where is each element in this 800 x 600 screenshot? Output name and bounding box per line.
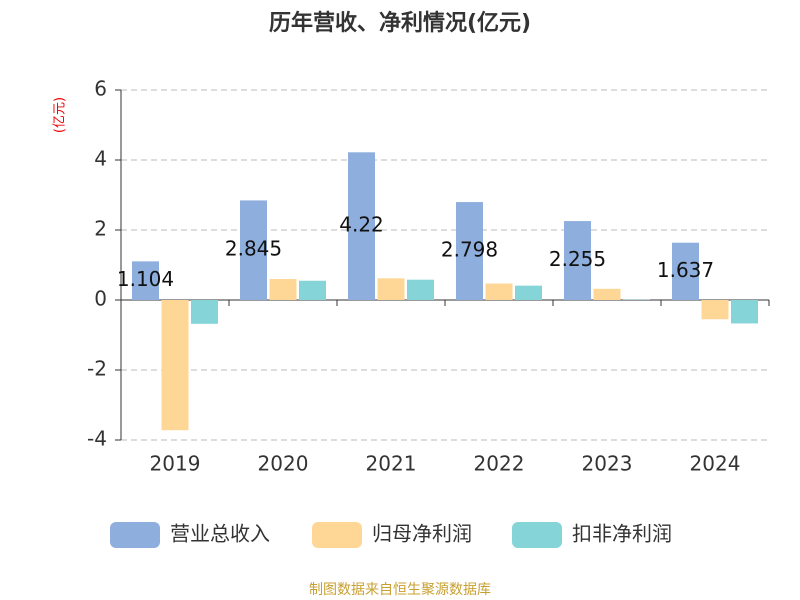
bar: [269, 279, 297, 300]
bar: [161, 300, 189, 431]
bar: [132, 261, 159, 300]
x-tick-label: 2023: [582, 452, 633, 476]
y-tick-label: 6: [94, 77, 107, 101]
source-note: 制图数据来自恒生聚源数据库: [309, 582, 491, 598]
bar: [672, 242, 699, 300]
legend-label: 扣非净利润: [572, 522, 672, 546]
x-tick-label: 2022: [474, 452, 525, 476]
legend-swatch: [512, 522, 562, 548]
data-label: 1.637: [657, 258, 714, 282]
y-tick-label: -2: [87, 357, 107, 381]
bar: [407, 279, 434, 300]
bar: [485, 283, 513, 300]
y-tick-label: 4: [94, 147, 107, 171]
data-label: 4.22: [339, 213, 384, 237]
x-tick-label: 2021: [366, 452, 417, 476]
y-tick-label: 2: [94, 217, 107, 241]
bar: [377, 278, 405, 300]
y-tick-label: 0: [94, 287, 107, 311]
x-tick-label: 2019: [150, 452, 201, 476]
bar: [191, 300, 218, 324]
bar: [731, 300, 758, 324]
x-tick-label: 2020: [258, 452, 309, 476]
data-label: 2.845: [225, 237, 282, 261]
bar: [515, 285, 542, 300]
data-label: 1.104: [117, 267, 174, 291]
bar: [564, 221, 591, 300]
bar: [299, 280, 326, 300]
bar: [348, 152, 375, 300]
bar: [593, 288, 621, 300]
data-label: 2.255: [549, 247, 606, 271]
bar: [456, 202, 483, 300]
legend-label: 归母净利润: [372, 522, 472, 546]
legend-swatch: [312, 522, 362, 548]
y-tick-label: -4: [87, 427, 107, 451]
bar: [240, 200, 267, 300]
chart-title: 历年营收、净利情况(亿元): [269, 10, 531, 36]
data-label: 2.798: [441, 238, 498, 262]
legend-label: 营业总收入: [170, 522, 270, 546]
legend-swatch: [110, 522, 160, 548]
x-tick-label: 2024: [690, 452, 741, 476]
bar: [701, 300, 729, 320]
y-axis-label: (亿元): [53, 97, 68, 133]
